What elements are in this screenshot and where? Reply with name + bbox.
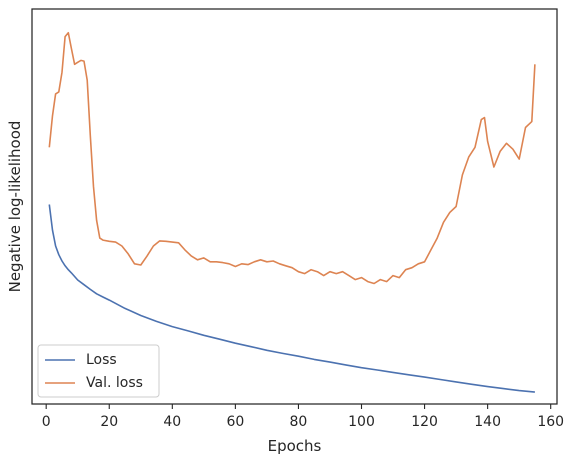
x-tick-label: 140	[474, 414, 501, 430]
series-line-loss	[48, 204, 535, 393]
x-tick-label: 160	[537, 414, 564, 430]
x-axis-ticks: 0 20 40 60 80 100 120 140 160	[42, 404, 564, 430]
x-tick-label: 0	[42, 414, 51, 430]
x-tick-label: 100	[348, 414, 375, 430]
y-axis-label: Negative log-likelihood	[6, 121, 24, 293]
x-axis-label: Epochs	[268, 437, 322, 455]
x-tick-label: 120	[411, 414, 438, 430]
legend: Loss Val. loss	[37, 344, 160, 398]
legend-label-loss: Loss	[86, 352, 117, 368]
legend-label-val-loss: Val. loss	[86, 375, 143, 391]
x-tick-label: 20	[100, 414, 118, 430]
series-layer	[48, 31, 536, 393]
x-tick-label: 60	[226, 414, 244, 430]
series-line-val-loss	[48, 31, 536, 285]
plot-frame	[31, 8, 558, 405]
x-tick-label: 40	[163, 414, 181, 430]
x-tick-label: 80	[290, 414, 308, 430]
legend-box	[37, 344, 160, 398]
